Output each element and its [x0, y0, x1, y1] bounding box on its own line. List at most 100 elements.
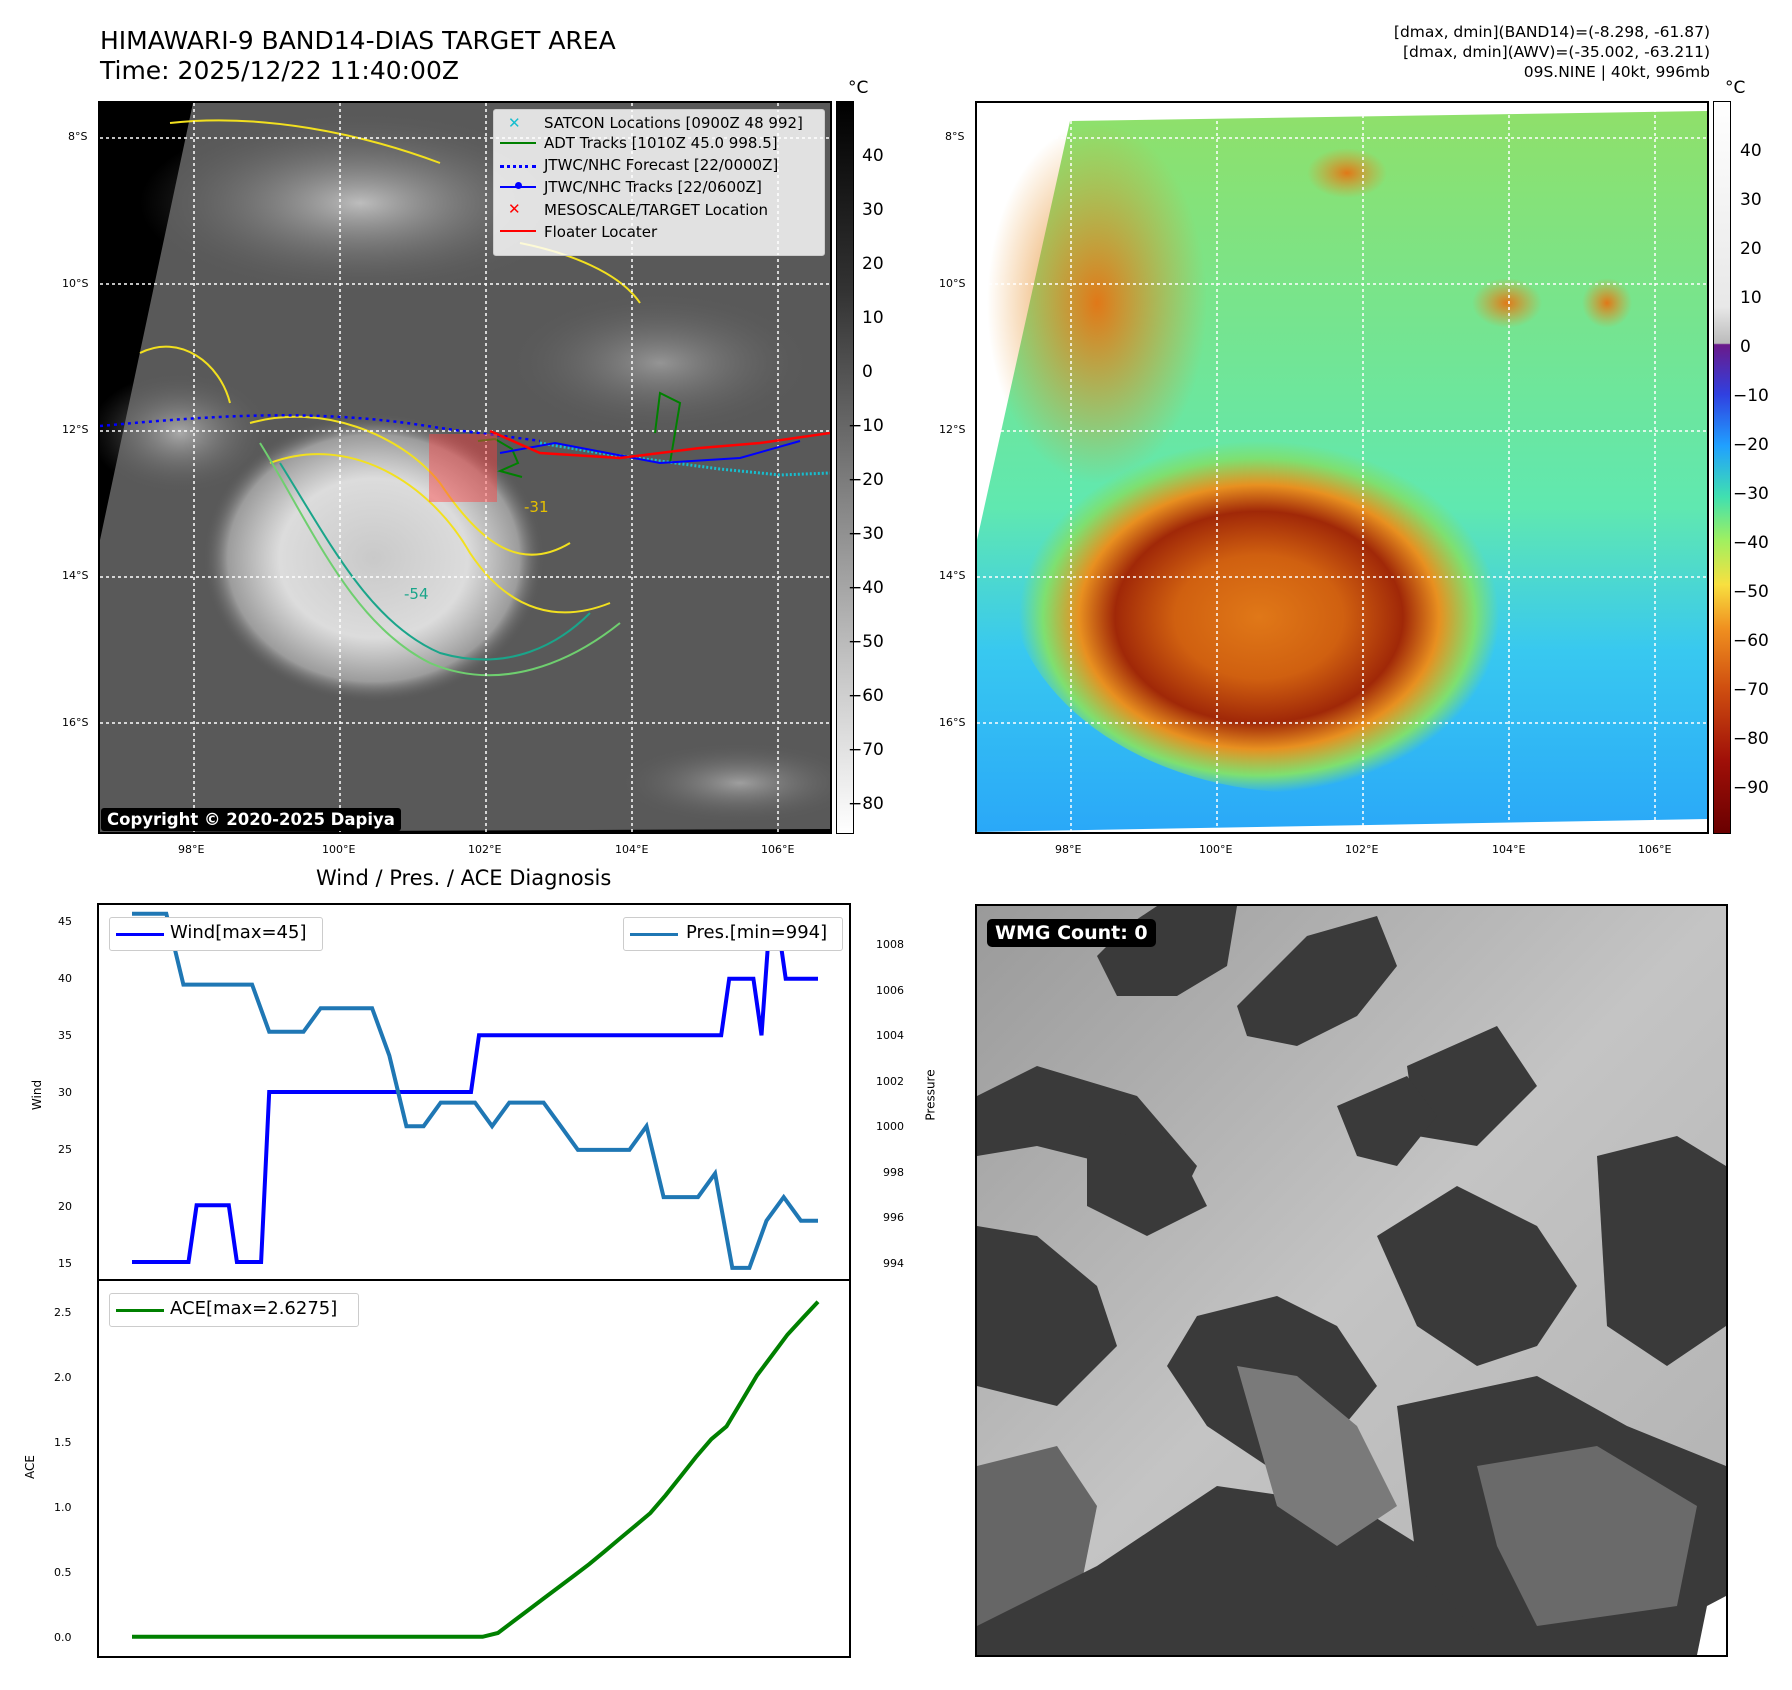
- pressure-series-line: [132, 911, 818, 1270]
- wmg-count-badge: WMG Count: 0: [987, 919, 1156, 947]
- color-map-gridlines: [977, 103, 1707, 832]
- legend-mesoscale: MESOSCALE/TARGET Location: [544, 201, 769, 219]
- ir-colorbar: [836, 101, 854, 834]
- wind-tick: 30: [58, 1086, 72, 1099]
- lon-label: 102°E: [1345, 843, 1379, 856]
- lat-label: 10°S: [62, 277, 89, 290]
- target-box: [429, 434, 497, 502]
- pressure-tick: 1004: [876, 1029, 904, 1042]
- ir-colorbar-unit: °C: [848, 78, 869, 98]
- lon-label: 104°E: [615, 843, 649, 856]
- pressure-tick: 994: [883, 1257, 904, 1270]
- wind-tick: 35: [58, 1029, 72, 1042]
- copyright-badge: Copyright © 2020-2025 Dapiya: [101, 808, 401, 831]
- ace-tick: 2.5: [54, 1306, 72, 1319]
- lat-label: 8°S: [945, 130, 965, 143]
- legend-adt-line: [500, 142, 536, 144]
- ir-cb-tick: 30: [862, 200, 884, 220]
- pressure-tick: 1002: [876, 1075, 904, 1088]
- lat-label: 8°S: [68, 130, 88, 143]
- legend-tracks-dot-icon: [515, 182, 522, 189]
- color-cb-tick: 0: [1740, 337, 1751, 357]
- wind-series-line: [132, 920, 818, 1264]
- lon-label: 98°E: [1055, 843, 1082, 856]
- lat-label: 14°S: [939, 569, 966, 582]
- legend-satcon: SATCON Locations [0900Z 48 992]: [544, 114, 803, 132]
- lat-label: 10°S: [939, 277, 966, 290]
- pressure-tick: 1000: [876, 1120, 904, 1133]
- lon-label: 100°E: [322, 843, 356, 856]
- wind-legend-line: [116, 933, 164, 936]
- lon-label: 106°E: [761, 843, 795, 856]
- ace-axis-label: ACE: [22, 1455, 37, 1479]
- ir-cb-tick: −60: [848, 686, 884, 706]
- color-cb-tick: −10: [1733, 386, 1769, 406]
- color-colorbar: [1713, 101, 1731, 834]
- ir-map-panel: -31 -54 ✕ SATCON Locations [0900Z 48 992…: [98, 101, 832, 834]
- wind-tick: 15: [58, 1257, 72, 1270]
- satcon-marker-icon: ✕: [508, 114, 521, 132]
- pressure-axis-label: Pressure: [923, 1069, 938, 1121]
- legend-floater-line: [500, 230, 536, 232]
- legend-floater: Floater Locater: [544, 223, 658, 241]
- floater-locater: [489, 429, 830, 460]
- color-cb-tick: 40: [1740, 141, 1762, 161]
- color-cb-tick: −20: [1733, 435, 1769, 455]
- color-cb-tick: −40: [1733, 533, 1769, 553]
- map-legend: ✕ SATCON Locations [0900Z 48 992] ADT Tr…: [493, 109, 825, 256]
- ace-legend: ACE[max=2.6275]: [109, 1293, 359, 1327]
- lat-label: 12°S: [62, 423, 89, 436]
- color-colorbar-unit: °C: [1725, 78, 1746, 98]
- jtwc-forecast-track: [100, 414, 541, 443]
- diagnosis-title: Wind / Pres. / ACE Diagnosis: [316, 866, 612, 890]
- pres-legend: Pres.[min=994]: [623, 917, 843, 951]
- wind-tick: 40: [58, 972, 72, 985]
- ace-tick: 0.5: [54, 1566, 72, 1579]
- ir-cb-tick: −10: [848, 416, 884, 436]
- ace-tick: 1.5: [54, 1436, 72, 1449]
- contour-label-54: -54: [404, 585, 429, 603]
- color-map-panel: [975, 101, 1709, 834]
- wind-tick: 45: [58, 915, 72, 928]
- ace-tick: 0.0: [54, 1631, 72, 1644]
- wind-legend-text: Wind[max=45]: [170, 922, 307, 943]
- wmg-image: [977, 906, 1726, 1655]
- ace-tick: 2.0: [54, 1371, 72, 1384]
- legend-forecast: JTWC/NHC Forecast [22/0000Z]: [544, 156, 779, 174]
- color-cb-tick: −60: [1733, 631, 1769, 651]
- ir-cb-tick: −20: [848, 470, 884, 490]
- wmg-panel: [975, 904, 1728, 1657]
- color-cb-tick: 30: [1740, 190, 1762, 210]
- ace-axes: [97, 1279, 851, 1658]
- figure-title: HIMAWARI-9 BAND14-DIAS TARGET AREA: [100, 26, 616, 55]
- wind-pressure-axes: [97, 903, 851, 1281]
- color-cb-tick: −90: [1733, 778, 1769, 798]
- lon-label: 100°E: [1199, 843, 1233, 856]
- lat-label: 16°S: [62, 716, 89, 729]
- wind-tick: 20: [58, 1200, 72, 1213]
- color-cb-tick: 20: [1740, 239, 1762, 259]
- ir-cb-tick: 40: [862, 146, 884, 166]
- ir-cb-tick: −80: [848, 794, 884, 814]
- ir-cb-tick: −70: [848, 740, 884, 760]
- wind-tick: 25: [58, 1143, 72, 1156]
- lat-label: 14°S: [62, 569, 89, 582]
- figure-time: Time: 2025/12/22 11:40:00Z: [100, 56, 459, 85]
- adt-track: [477, 437, 523, 478]
- color-cb-tick: −50: [1733, 582, 1769, 602]
- info-storm: 09S.NINE | 40kt, 996mb: [1523, 63, 1710, 81]
- pres-legend-text: Pres.[min=994]: [686, 922, 828, 943]
- color-cb-tick: −70: [1733, 680, 1769, 700]
- ace-series-line: [132, 1300, 820, 1639]
- ace-legend-text: ACE[max=2.6275]: [170, 1298, 338, 1319]
- mesoscale-marker-icon: ✕: [508, 200, 521, 218]
- ir-cb-tick: −50: [848, 632, 884, 652]
- legend-tracks: JTWC/NHC Tracks [22/0600Z]: [544, 178, 762, 196]
- color-map-image: [977, 103, 1707, 832]
- color-cb-tick: 10: [1740, 288, 1762, 308]
- lon-label: 104°E: [1492, 843, 1526, 856]
- ir-cb-tick: −30: [848, 524, 884, 544]
- ace-legend-line: [116, 1309, 164, 1312]
- ir-cb-tick: −40: [848, 578, 884, 598]
- legend-adt: ADT Tracks [1010Z 45.0 998.5]: [544, 134, 778, 152]
